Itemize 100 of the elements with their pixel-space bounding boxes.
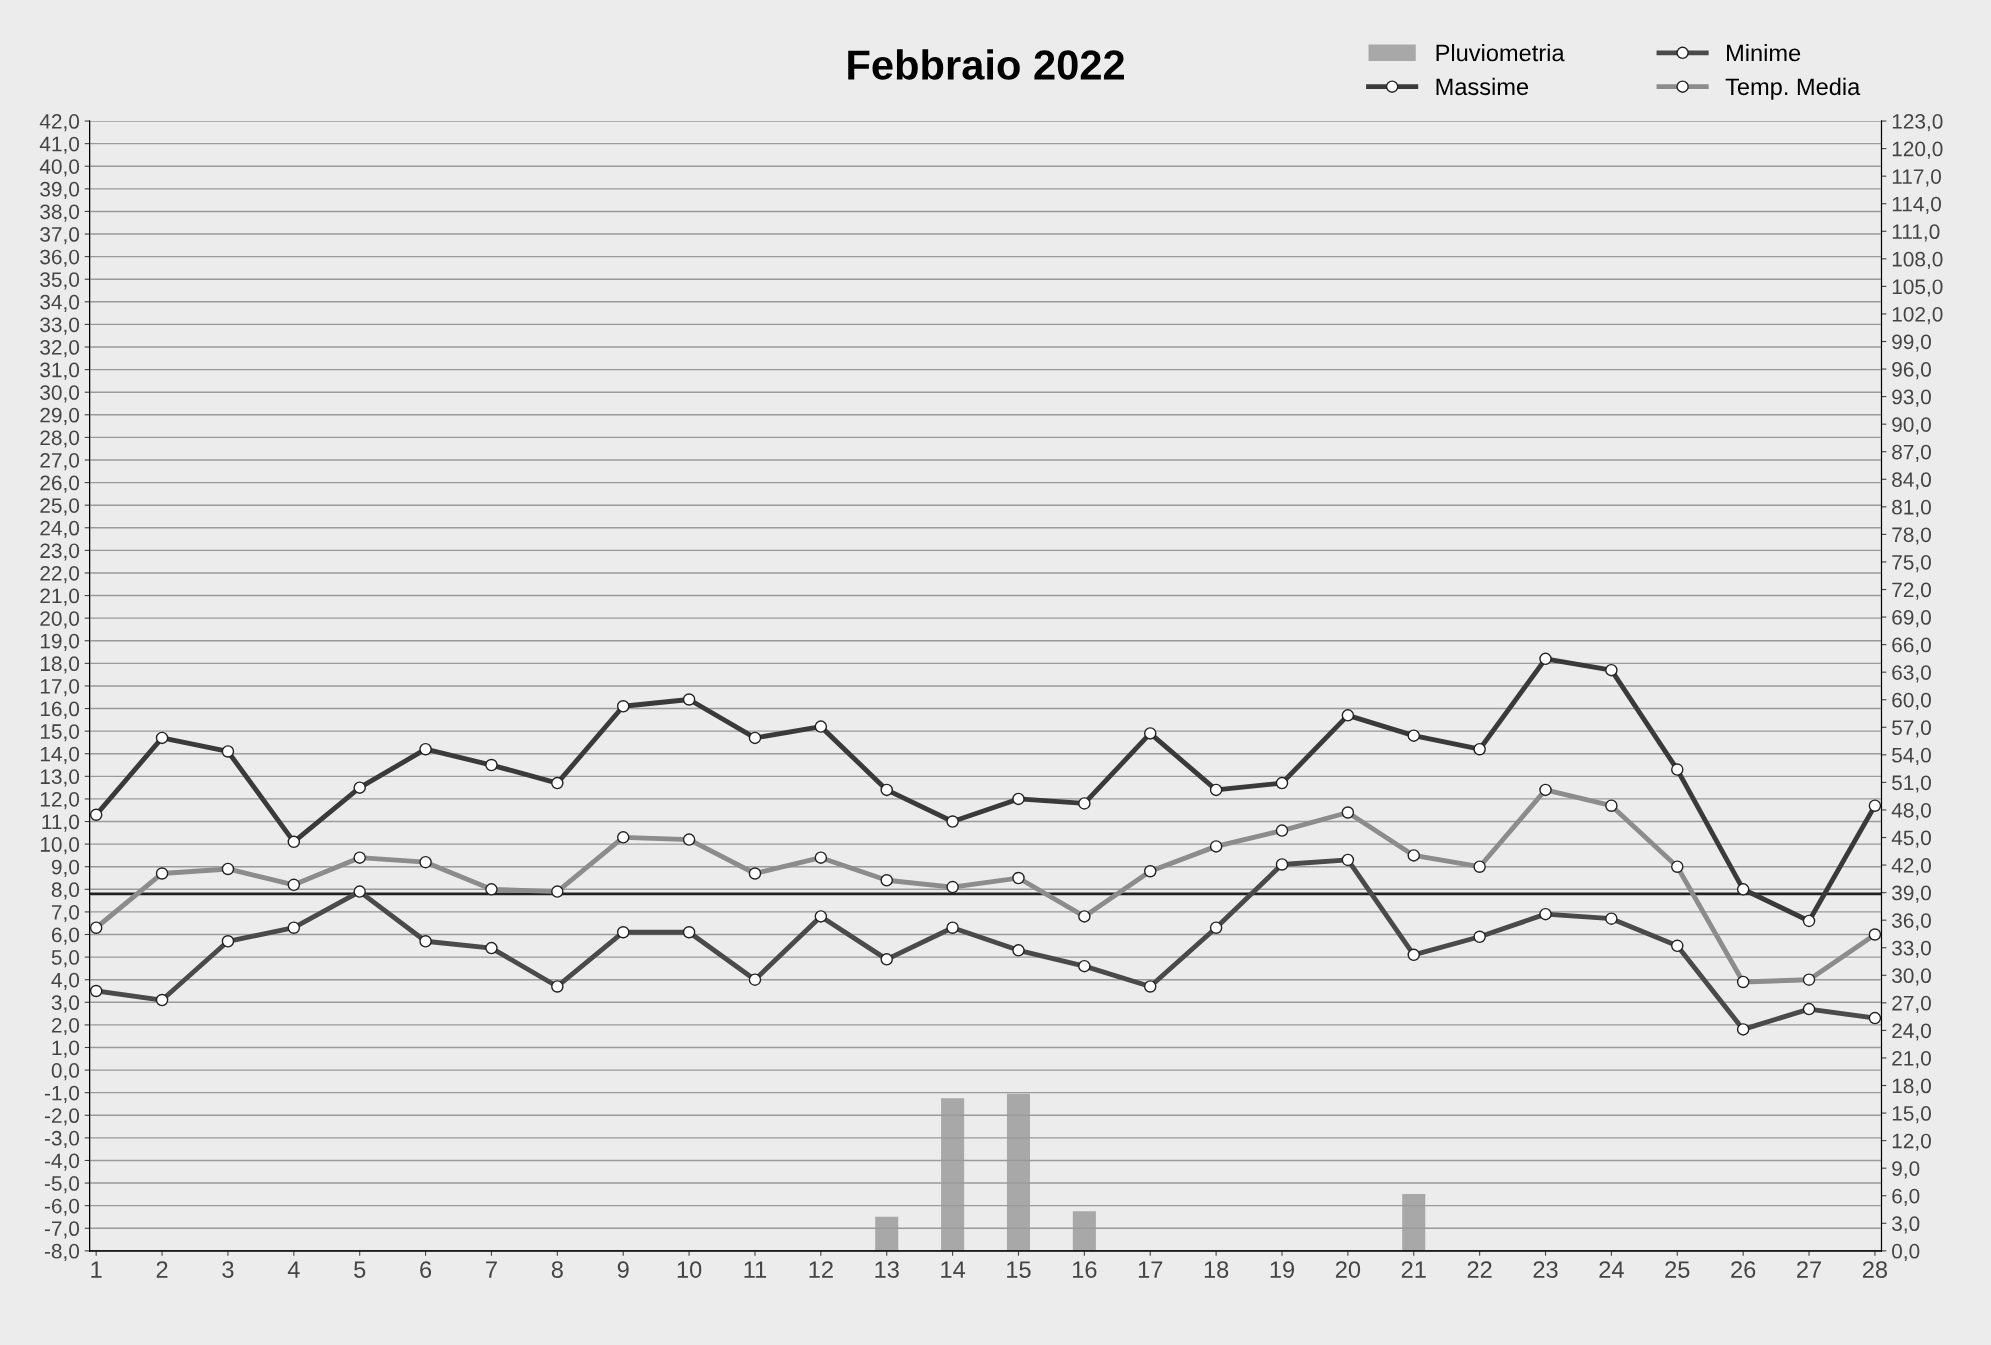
point — [748, 731, 762, 745]
x-tick-label: 25 — [1665, 1261, 1690, 1278]
y2-tick-label: 39,0 — [1892, 885, 1931, 903]
point — [551, 776, 564, 790]
point — [1868, 1011, 1882, 1025]
y2-tick-label: 102,0 — [1892, 306, 1943, 325]
point — [1078, 797, 1091, 810]
y-tick-label: 41,0 — [39, 136, 80, 154]
y2-tick-label: 3,0 — [1892, 1216, 1920, 1234]
y-tick-label: 7,0 — [51, 904, 80, 923]
y-tick-label: 12,0 — [40, 791, 80, 810]
y-tick-label: 8,0 — [51, 882, 80, 900]
point — [946, 815, 959, 828]
y-tick-label: 9,0 — [51, 859, 80, 877]
y2-tick-label: 33,0 — [1892, 940, 1931, 958]
y-tick-label: 21,0 — [40, 588, 80, 606]
point — [1341, 853, 1355, 867]
y-tick-label: 13,0 — [40, 769, 80, 787]
x-tick-label: 7 — [486, 1261, 497, 1278]
y2-tick-label: 105,0 — [1892, 279, 1943, 297]
point — [419, 935, 432, 948]
bar — [1006, 1093, 1031, 1251]
y2-tick-label: 54,0 — [1892, 747, 1931, 766]
point — [1407, 729, 1421, 742]
point — [485, 758, 498, 772]
x-tick-label: 6 — [420, 1261, 432, 1278]
y2-tick-label: 48,0 — [1891, 802, 1931, 821]
chart-title: Febbraio 2022 — [848, 49, 1124, 80]
y-tick-label: 4,0 — [51, 972, 80, 990]
point — [748, 973, 762, 986]
y2-tick-label: 117,0 — [1892, 169, 1941, 187]
y-tick-label: 39,0 — [40, 181, 80, 200]
x-tick-label: 17 — [1138, 1261, 1163, 1278]
y2-tick-label: 78,0 — [1892, 527, 1931, 545]
point — [221, 745, 235, 758]
y2-tick-label: 45,0 — [1891, 830, 1931, 848]
x-tick-label: 22 — [1467, 1261, 1492, 1278]
y2-tick-label: 27,0 — [1892, 995, 1931, 1014]
point — [1868, 799, 1882, 812]
legend-label: Pluviometria — [1436, 43, 1565, 62]
point — [946, 921, 959, 934]
point — [287, 835, 301, 849]
y-tick-label: -4,0 — [44, 1153, 80, 1171]
point — [221, 935, 235, 948]
point — [419, 742, 432, 756]
y-tick-label: 32,0 — [40, 340, 80, 358]
point — [1473, 742, 1486, 756]
y2-tick-label: 108,0 — [1892, 251, 1943, 270]
point — [814, 720, 828, 733]
x-tick-label: 19 — [1270, 1261, 1295, 1278]
y-tick-label: 33,0 — [40, 317, 80, 335]
y2-tick-label: 18,0 — [1892, 1078, 1931, 1096]
point — [682, 693, 696, 706]
point — [1078, 959, 1091, 973]
y2-tick-label: 99,0 — [1892, 334, 1931, 352]
legend-label: Massime — [1436, 77, 1529, 96]
y2-tick-label: 51,0 — [1892, 775, 1931, 793]
point — [1407, 948, 1421, 962]
y-tick-label: -5,0 — [44, 1176, 80, 1194]
y2-tick-label: 81,0 — [1892, 499, 1931, 518]
y-tick-label: -3,0 — [44, 1130, 80, 1149]
point — [1605, 663, 1618, 677]
point — [89, 808, 103, 821]
x-tick-label: 27 — [1797, 1261, 1821, 1278]
x-tick-label: 14 — [941, 1261, 966, 1278]
point — [1012, 792, 1025, 806]
y-tick-label: 17,0 — [40, 678, 80, 697]
y-tick-label: 29,0 — [40, 407, 80, 426]
y2-tick-label: 15,0 — [1892, 1106, 1931, 1124]
y2-tick-label: 72,0 — [1892, 582, 1931, 600]
point — [1802, 914, 1816, 928]
x-tick-label: 8 — [551, 1261, 563, 1278]
y-tick-label: 31,0 — [40, 362, 80, 380]
point — [1275, 776, 1289, 790]
y-tick-label: -7,0 — [44, 1221, 80, 1239]
y-tick-label: -1,0 — [44, 1085, 80, 1103]
y-tick-label: 11,0 — [42, 814, 80, 832]
x-tick-label: 13 — [875, 1261, 899, 1278]
y-tick-label: 5,0 — [51, 950, 80, 968]
x-tick-label: 11 — [744, 1261, 767, 1278]
x-tick-label: 1 — [91, 1261, 102, 1278]
y2-tick-label: 21,0 — [1892, 1050, 1931, 1069]
y2-tick-label: 120,0 — [1892, 141, 1943, 159]
y2-tick-label: 30,0 — [1892, 968, 1931, 986]
point — [1736, 1023, 1750, 1036]
y-tick-label: 22,0 — [40, 565, 80, 584]
x-tick-label: 10 — [677, 1261, 702, 1278]
point — [1671, 763, 1684, 776]
y-tick-label: 30,0 — [40, 385, 80, 403]
x-tick-label: 3 — [222, 1261, 234, 1278]
y-tick-label: 15,0 — [40, 724, 80, 742]
point — [485, 941, 498, 955]
y2-tick-label: 90,0 — [1892, 417, 1931, 435]
point — [1012, 944, 1025, 957]
y-tick-label: 37,0 — [40, 227, 80, 245]
y-tick-label: -2,0 — [44, 1108, 80, 1126]
x-tick-label: 15 — [1007, 1261, 1031, 1278]
x-tick-label: 28 — [1862, 1261, 1888, 1278]
point — [1341, 709, 1355, 722]
y-tick-label: 6,0 — [51, 927, 80, 945]
